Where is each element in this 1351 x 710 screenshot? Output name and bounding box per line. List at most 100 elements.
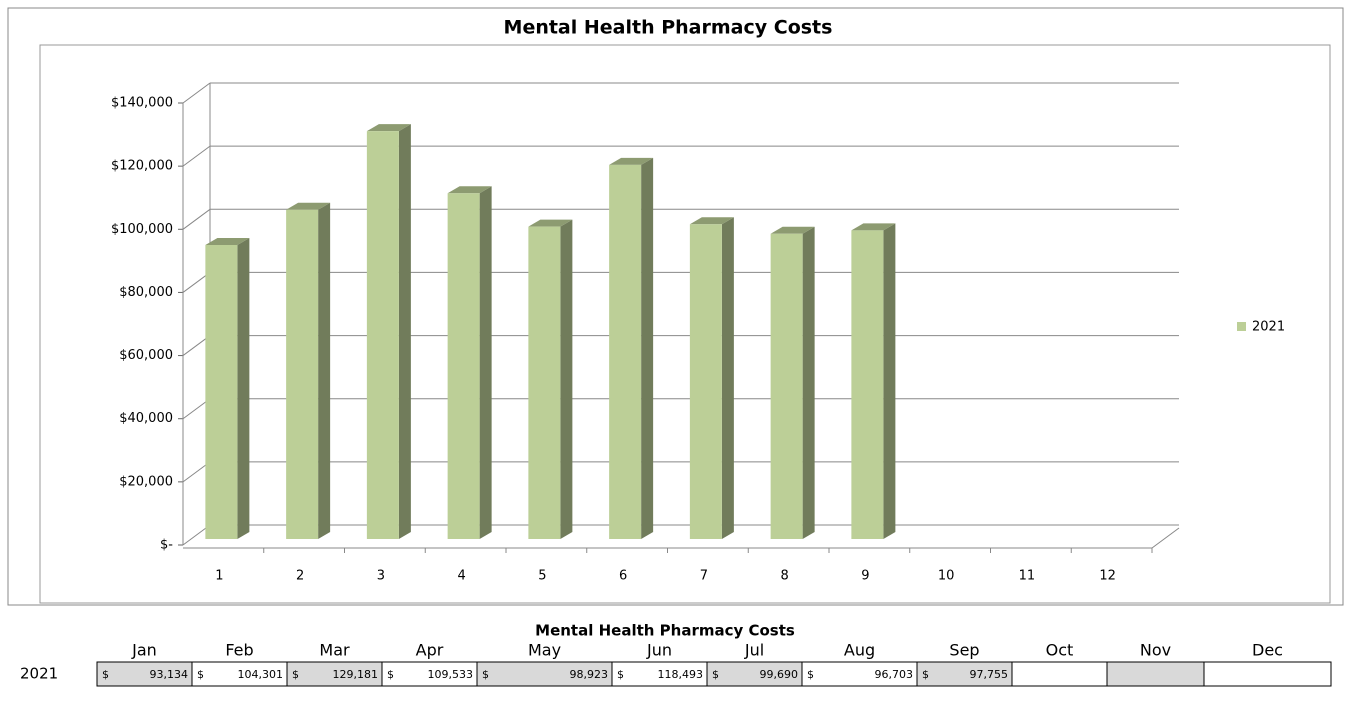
grid-line — [182, 145, 211, 167]
cell-symbol: $ — [387, 668, 394, 681]
table-cell — [1203, 661, 1332, 687]
cell-symbol: $ — [102, 668, 109, 681]
bar-top — [609, 157, 654, 165]
grid-line — [182, 82, 211, 104]
column-header: Jan — [131, 641, 157, 660]
y-tick-label: $40,000 — [119, 411, 173, 426]
row-label: 2021 — [20, 665, 58, 683]
table-cell — [191, 661, 288, 687]
bar — [528, 219, 573, 539]
cell-amount: 93,134 — [150, 668, 189, 681]
x-tick-label: 7 — [700, 569, 708, 584]
legend-label: 2021 — [1252, 320, 1285, 335]
cell-amount: 96,703 — [875, 668, 914, 681]
floor-edge — [1151, 527, 1180, 549]
chart-title: Mental Health Pharmacy Costs — [504, 17, 833, 39]
bar-side — [883, 223, 896, 539]
bar-top — [205, 237, 250, 245]
cell-amount: 97,755 — [970, 668, 1009, 681]
column-header: Mar — [319, 641, 350, 660]
bar-top — [689, 217, 734, 225]
bar-front — [689, 224, 722, 539]
y-tick-label: $20,000 — [119, 474, 173, 489]
column-header: Sep — [949, 641, 979, 660]
cell-symbol: $ — [482, 668, 489, 681]
table-cell — [706, 661, 803, 687]
bar-top — [286, 202, 331, 210]
table-cell — [1011, 661, 1108, 687]
y-tick-label: $140,000 — [111, 96, 173, 111]
bar-front — [770, 233, 803, 539]
bar-front — [447, 193, 480, 540]
cell-amount: 104,301 — [238, 668, 284, 681]
bar — [205, 237, 250, 540]
x-tick-label: 3 — [377, 569, 385, 584]
y-tick-label: $- — [160, 538, 173, 553]
bar-front — [528, 226, 561, 539]
grid-line — [182, 208, 211, 230]
bar — [447, 186, 492, 540]
x-tick-label: 11 — [1019, 569, 1036, 584]
bar — [366, 124, 411, 539]
bar-front — [609, 164, 642, 539]
cell-symbol: $ — [712, 668, 719, 681]
bar-top — [770, 226, 815, 234]
bar-side — [802, 226, 815, 539]
bar — [689, 217, 734, 539]
column-header: Aug — [844, 641, 875, 660]
table-cell — [1106, 661, 1205, 687]
table-cell — [916, 661, 1013, 687]
cell-symbol: $ — [922, 668, 929, 681]
bar-top — [447, 186, 492, 194]
bar-front — [205, 244, 238, 540]
bar-top — [366, 124, 411, 132]
column-header: Apr — [416, 641, 444, 660]
x-tick-label: 1 — [215, 569, 223, 584]
x-tick-label: 5 — [538, 569, 546, 584]
bar-side — [721, 217, 734, 539]
column-header: Dec — [1252, 641, 1283, 660]
y-tick-label: $120,000 — [111, 159, 173, 174]
bar-top — [851, 223, 896, 231]
y-tick-label: $100,000 — [111, 222, 173, 237]
cell-symbol: $ — [292, 668, 299, 681]
x-tick-label: 9 — [861, 569, 869, 584]
cell-amount: 98,923 — [570, 668, 609, 681]
column-header: Jun — [646, 641, 672, 660]
column-header: Oct — [1046, 641, 1074, 660]
bar — [286, 202, 331, 539]
bar-side — [398, 124, 411, 539]
bar-front — [366, 131, 399, 539]
table-title: Mental Health Pharmacy Costs — [535, 622, 795, 640]
bar — [609, 157, 654, 539]
x-tick-label: 2 — [296, 569, 304, 584]
table-cell — [801, 661, 918, 687]
x-tick-label: 4 — [457, 569, 465, 584]
column-header: Jul — [744, 641, 764, 660]
table-cell — [286, 661, 383, 687]
bar-side — [641, 157, 654, 539]
bar-front — [286, 209, 319, 539]
bar — [851, 223, 896, 539]
cell-symbol: $ — [617, 668, 624, 681]
x-tick-label: 6 — [619, 569, 627, 584]
table-cell — [96, 661, 193, 687]
bar-side — [318, 202, 331, 539]
y-tick-label: $60,000 — [119, 348, 173, 363]
cell-symbol: $ — [807, 668, 814, 681]
column-header: Nov — [1140, 641, 1171, 660]
cell-amount: 109,533 — [428, 668, 474, 681]
y-tick-label: $80,000 — [119, 285, 173, 300]
x-tick-label: 10 — [938, 569, 955, 584]
bar-side — [237, 237, 250, 540]
legend-swatch — [1237, 322, 1246, 331]
bar-top — [528, 219, 573, 227]
bar-side — [479, 186, 492, 540]
column-header: May — [528, 641, 561, 660]
table-cell — [476, 661, 613, 687]
column-header: Feb — [225, 641, 253, 660]
cell-amount: 118,493 — [658, 668, 704, 681]
bar — [770, 226, 815, 539]
plot-frame — [39, 44, 1331, 604]
